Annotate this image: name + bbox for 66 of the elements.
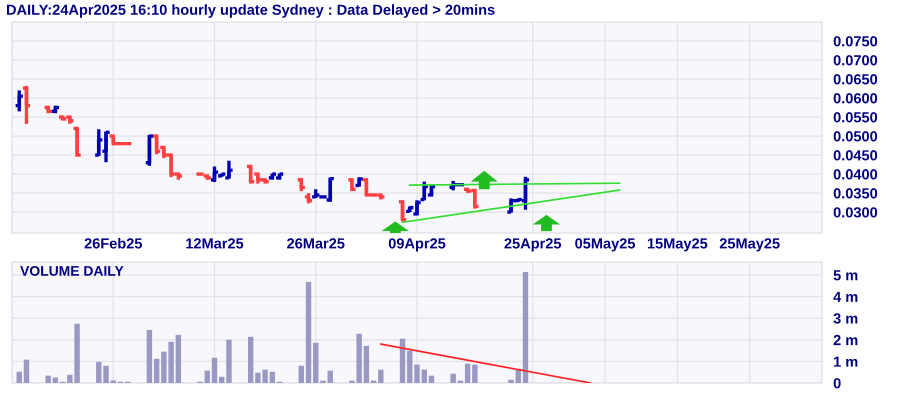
candlestick: [412, 198, 422, 218]
candlestick: [72, 126, 82, 158]
candlestick: [144, 133, 155, 168]
y-tick-label: 0.0550: [834, 112, 878, 122]
bar: [74, 324, 80, 383]
candlestick: [346, 177, 358, 193]
y-tick-label: 5 m: [834, 270, 858, 280]
bar: [313, 342, 318, 383]
candlestick: [14, 88, 25, 114]
bar: [204, 370, 210, 383]
y-tick-label: 1 m: [834, 356, 858, 367]
bar: [328, 370, 333, 383]
candlestick: [418, 180, 430, 202]
candlestick: [94, 128, 104, 158]
candlestick: [404, 204, 416, 214]
bar: [306, 282, 312, 383]
y-tick-label: 3 m: [833, 313, 858, 324]
y-tick-label: 0.0600: [834, 93, 878, 104]
x-tick-label: 15May25: [648, 238, 708, 252]
bar: [428, 376, 434, 383]
x-tick-label: 25May25: [720, 238, 780, 252]
bar: [407, 350, 412, 383]
candlestick: [216, 172, 228, 178]
bar: [103, 366, 109, 383]
bar: [226, 340, 232, 383]
bar: [212, 358, 218, 383]
x-tick-label: 25Apr25: [504, 238, 562, 252]
y-tick-label: 2 m: [834, 334, 858, 346]
x-tick-label: 05May25: [575, 238, 636, 252]
bar: [298, 366, 304, 383]
candlestick: [324, 176, 336, 204]
bar: [24, 360, 30, 383]
candlestick: [50, 104, 61, 115]
y-tick-label: 0.0300: [834, 207, 878, 218]
bar: [146, 330, 152, 383]
bar: [422, 370, 427, 383]
candlestick: [303, 191, 314, 206]
candlestick: [209, 164, 220, 184]
y-tick-label: 0.0400: [834, 169, 878, 180]
candlestick: [296, 176, 307, 193]
bar: [414, 364, 420, 383]
candlestick: [354, 175, 364, 188]
y-tick-label: 0.0700: [834, 55, 878, 66]
y-tick-label: 0.0450: [834, 150, 878, 160]
chart-title: DAILY:24Apr2025 16:10 hourly update Sydney : Data Delayed > 20mins: [6, 4, 495, 18]
x-tick-label: 26Mar25: [287, 238, 345, 249]
candlestick: [397, 199, 408, 223]
candlestick: [21, 84, 32, 126]
y-tick-label: 4 m: [833, 292, 858, 302]
bar: [110, 380, 116, 383]
y-tick-label: 0: [834, 378, 841, 388]
y-tick-label: 0.0650: [834, 74, 878, 84]
bar: [219, 376, 224, 383]
y-tick-label: 0.0350: [834, 188, 878, 199]
y-tick-label: 0.0750: [834, 36, 878, 46]
bar: [96, 362, 102, 383]
candlestick: [151, 133, 162, 156]
candlestick: [267, 172, 278, 182]
bar: [16, 372, 22, 383]
chart-title: VOLUME DAILY: [20, 266, 124, 276]
x-tick-label: 26Feb25: [84, 238, 142, 249]
bar: [522, 272, 528, 383]
x-tick-label: 12Mar25: [186, 238, 244, 249]
candlestick: [42, 104, 54, 115]
y-tick-label: 0.0500: [834, 131, 878, 142]
x-tick-label: 09Apr25: [388, 238, 446, 252]
